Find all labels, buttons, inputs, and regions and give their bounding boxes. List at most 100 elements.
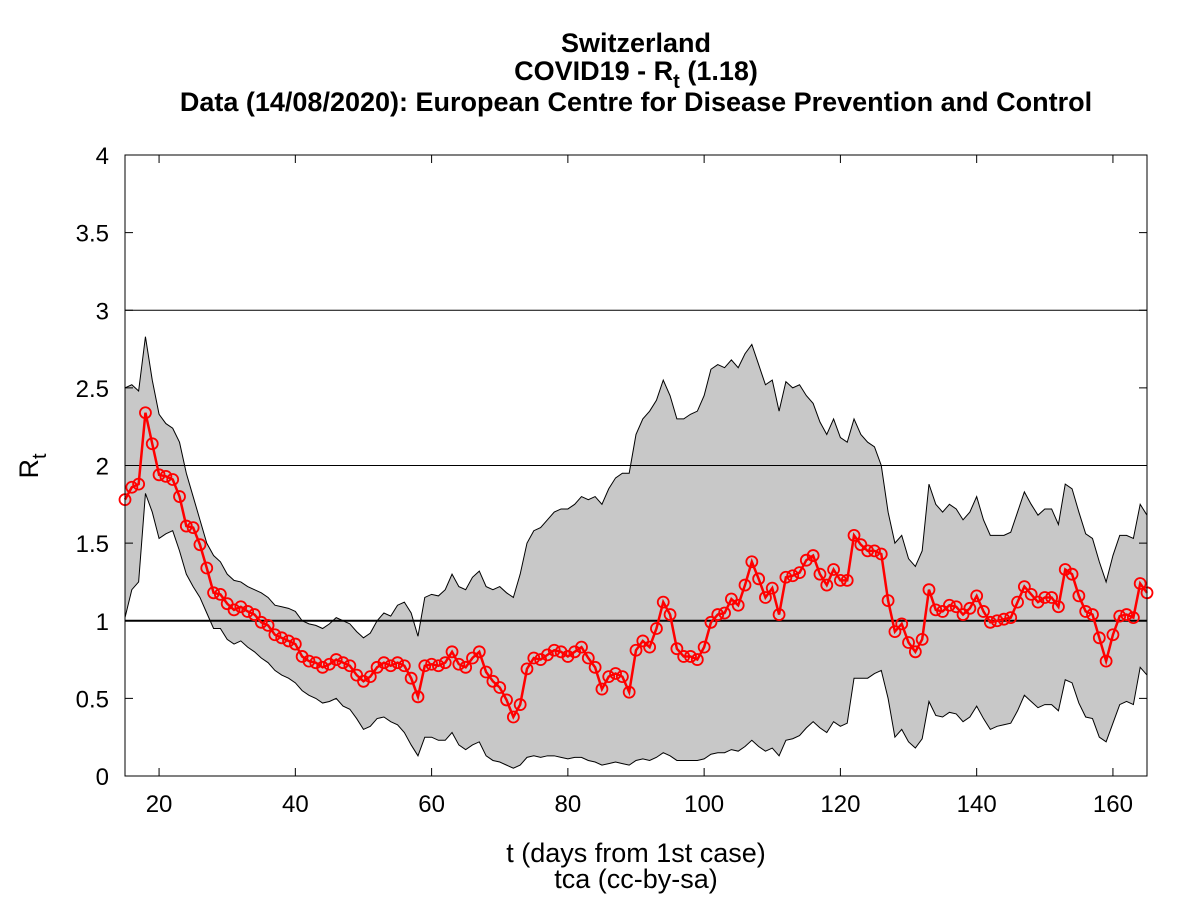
rt-marker bbox=[459, 660, 473, 674]
y-tick-label: 3 bbox=[96, 298, 109, 325]
rt-marker bbox=[997, 612, 1011, 626]
rt-marker bbox=[684, 650, 697, 663]
rt-marker bbox=[125, 480, 139, 494]
rt-marker bbox=[1024, 587, 1038, 601]
rt-marker bbox=[1065, 567, 1079, 581]
rt-marker bbox=[506, 710, 520, 724]
rt-marker bbox=[656, 595, 670, 609]
band-upper bbox=[124, 336, 1148, 639]
rt-marker bbox=[139, 406, 152, 420]
rt-marker bbox=[820, 578, 834, 592]
rt-marker bbox=[479, 665, 493, 679]
rt-marker bbox=[650, 622, 663, 635]
y-tick-label: 0 bbox=[96, 764, 109, 791]
rt-marker bbox=[943, 598, 956, 612]
rt-marker bbox=[1126, 611, 1140, 625]
rt-marker bbox=[1045, 591, 1059, 604]
rt-marker bbox=[282, 634, 295, 648]
rt-marker bbox=[588, 660, 602, 674]
rt-marker bbox=[213, 587, 227, 601]
rt-marker bbox=[343, 659, 357, 673]
rt-marker bbox=[772, 608, 786, 621]
rt-marker bbox=[868, 544, 881, 558]
rt-marker bbox=[983, 615, 997, 629]
rt-marker bbox=[145, 437, 159, 451]
rt-marker bbox=[302, 654, 316, 668]
rt-marker bbox=[874, 547, 888, 561]
rt-marker bbox=[179, 519, 193, 533]
rt-marker bbox=[690, 653, 704, 666]
rt-marker bbox=[970, 589, 984, 603]
rt-marker bbox=[152, 468, 166, 482]
rt-marker bbox=[711, 608, 725, 621]
rt-marker bbox=[418, 659, 432, 673]
chart-source: Data (14/08/2020): European Centre for D… bbox=[180, 87, 1092, 117]
rt-marker bbox=[1120, 608, 1133, 621]
rt-marker bbox=[1106, 628, 1120, 642]
rt-marker bbox=[615, 670, 629, 684]
y-tick-label: 1 bbox=[96, 609, 109, 636]
rt-marker bbox=[254, 615, 268, 629]
rt-marker bbox=[493, 681, 507, 694]
footer: tca (cc-by-sa) bbox=[554, 864, 718, 894]
rt-marker bbox=[738, 578, 752, 592]
rt-marker bbox=[977, 605, 990, 618]
rt-marker bbox=[520, 662, 534, 676]
rt-marker bbox=[745, 555, 759, 569]
rt-marker bbox=[527, 651, 541, 665]
ylabel-sub: t bbox=[29, 453, 51, 459]
rt-marker bbox=[316, 660, 329, 674]
rt-marker bbox=[227, 603, 241, 617]
rt-marker bbox=[622, 685, 636, 699]
rt-marker bbox=[159, 469, 173, 483]
rt-marker bbox=[575, 640, 588, 654]
rt-marker bbox=[384, 659, 398, 673]
rt-marker bbox=[806, 549, 820, 562]
rt-marker bbox=[200, 561, 214, 575]
rt-marker bbox=[248, 608, 261, 621]
confidence-band bbox=[125, 336, 1147, 769]
rt-marker bbox=[432, 659, 445, 673]
rt-marker bbox=[173, 490, 186, 503]
rt-marker bbox=[663, 608, 677, 621]
rt-marker bbox=[391, 656, 404, 670]
rt-marker bbox=[166, 473, 180, 486]
x-tick-label: 20 bbox=[146, 791, 173, 818]
x-tick-label: 160 bbox=[1093, 791, 1133, 818]
rt-marker bbox=[241, 605, 255, 618]
rt-marker bbox=[1092, 631, 1106, 645]
rt-marker bbox=[949, 600, 963, 614]
rt-marker bbox=[895, 617, 909, 631]
rt-marker bbox=[1004, 611, 1018, 625]
rt-marker bbox=[793, 566, 806, 580]
x-tick-label: 60 bbox=[418, 791, 445, 818]
rt-marker bbox=[1086, 608, 1099, 621]
x-tick-label: 140 bbox=[957, 791, 997, 818]
rt-marker bbox=[1099, 654, 1113, 668]
x-tick-label: 100 bbox=[684, 791, 724, 818]
rt-marker bbox=[861, 544, 875, 558]
rt-marker bbox=[193, 538, 207, 552]
rt-marker bbox=[677, 650, 691, 663]
rt-marker bbox=[1011, 595, 1024, 609]
rt-marker bbox=[888, 625, 902, 639]
rt-marker bbox=[452, 657, 466, 671]
rt-line bbox=[123, 412, 1149, 720]
rt-marker bbox=[411, 690, 425, 704]
rt-marker bbox=[1038, 591, 1052, 604]
rt-marker bbox=[834, 573, 847, 587]
rt-marker bbox=[329, 653, 343, 666]
x-tick-label: 120 bbox=[820, 791, 860, 818]
rt-marker bbox=[963, 601, 977, 615]
rt-marker bbox=[840, 573, 854, 587]
rt-marker bbox=[186, 521, 200, 534]
y-tick-label: 1.5 bbox=[76, 531, 109, 558]
rt-marker bbox=[670, 642, 684, 656]
rt-marker bbox=[704, 615, 718, 629]
rt-marker bbox=[1133, 577, 1147, 590]
subtitle-after: (1.18) bbox=[680, 56, 758, 86]
rt-marker bbox=[915, 632, 929, 646]
rt-marker bbox=[377, 656, 391, 670]
rt-marker bbox=[908, 645, 922, 659]
